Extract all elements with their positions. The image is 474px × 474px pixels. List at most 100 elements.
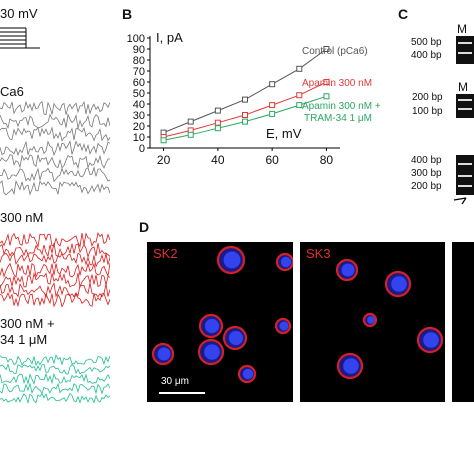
trace-line (0, 100, 110, 116)
cell-nucleus (367, 316, 375, 324)
trace-line (0, 354, 110, 367)
sk3-label: SK3 (306, 246, 331, 261)
data-point (160, 137, 167, 144)
gel2-label-100: 100 bp (412, 106, 443, 117)
y-tick-label: 100 (127, 33, 145, 45)
x-tick-label: 40 (211, 153, 225, 167)
trace-line (0, 252, 110, 268)
data-point (242, 118, 248, 125)
panel-c-letter: C (398, 6, 409, 22)
panel-b-letter: B (122, 6, 133, 22)
trace-line (0, 126, 110, 142)
gel3-image (456, 155, 474, 195)
x-tick-label: 60 (265, 153, 279, 167)
trace-label-apamin: 300 nM (0, 210, 44, 225)
sk3-micrograph: SK3 (300, 242, 445, 402)
trace-line (0, 232, 110, 249)
gel3-lane-marker (453, 197, 467, 205)
cell-nucleus (341, 263, 355, 277)
cell-nucleus (279, 321, 289, 331)
stimulus-label: 30 mV (0, 6, 38, 21)
scalebar-label: 30 μm (161, 376, 189, 387)
data-point (187, 118, 194, 125)
y-tick-label: 90 (133, 44, 145, 56)
gel1-lane-m: M (457, 22, 467, 36)
gel2-lane-m: M (458, 80, 468, 94)
x-axis-label: E, mV (266, 126, 302, 141)
data-point (187, 131, 194, 138)
trace-group-apamin (0, 232, 110, 308)
y-tick-label: 10 (133, 132, 145, 144)
y-tick-label: 20 (133, 121, 145, 133)
trace-group-tram (0, 354, 110, 405)
series-label: Control (pCa6) (302, 46, 368, 57)
y-tick-label: 30 (133, 110, 145, 122)
data-point (296, 102, 303, 109)
cell-nucleus (280, 256, 292, 268)
trace-line (0, 262, 110, 279)
data-point (296, 65, 303, 72)
gel3-label-300: 300 bp (411, 168, 442, 179)
data-point (323, 79, 330, 85)
gel1-label-500: 500 bp (411, 37, 442, 48)
gel3-label-200: 200 bp (411, 181, 442, 192)
trace-line (0, 139, 110, 157)
trace-line (0, 392, 110, 405)
gel2-image (456, 94, 474, 118)
data-point (296, 92, 303, 99)
data-point (269, 110, 276, 117)
data-point (269, 81, 276, 88)
trace-line (0, 282, 110, 298)
trace-line (0, 180, 110, 196)
data-point (214, 125, 221, 132)
trace-label-control: Ca6 (0, 84, 24, 99)
data-point (242, 112, 248, 118)
scalebar (159, 392, 205, 394)
trace-line (0, 272, 110, 289)
trace-line (0, 243, 110, 259)
trace-line (0, 363, 110, 375)
gel1-image (456, 36, 474, 64)
y-tick-label: 60 (133, 77, 145, 89)
trace-line (0, 166, 110, 183)
data-point (242, 96, 248, 103)
cell-nucleus (242, 368, 254, 380)
series-label: Apamin 300 nM + (302, 101, 381, 112)
y-axis-label: I, pA (156, 30, 183, 45)
sk2-label: SK2 (153, 246, 178, 261)
cell-nucleus (204, 318, 220, 334)
gel3-label-400: 400 bp (411, 155, 442, 166)
gel1-label-400: 400 bp (411, 50, 442, 61)
cell-nucleus (228, 330, 244, 346)
data-point (323, 46, 330, 52)
sk2-micrograph: SK2 30 μm (147, 242, 293, 402)
sk2-cells (151, 245, 293, 384)
trace-label-tram: 300 nM + (0, 316, 55, 331)
series-label-line2: TRAM-34 1 μM (304, 113, 372, 124)
panel-d-letter: D (139, 219, 150, 235)
cell-nucleus (223, 251, 241, 269)
y-tick-label: 80 (133, 55, 145, 67)
series-label: Apamin 300 nM (302, 78, 372, 89)
x-tick-label: 80 (320, 153, 334, 167)
gel2-label-200: 200 bp (412, 92, 443, 103)
y-tick-label: 70 (133, 66, 145, 78)
y-tick-label: 0 (139, 143, 145, 155)
trace-line (0, 112, 110, 129)
trace-line (0, 292, 110, 308)
x-tick-label: 20 (157, 153, 171, 167)
sk3-cells (335, 258, 444, 380)
third-micrograph (452, 242, 474, 402)
data-point (323, 93, 330, 100)
trace-label-tram-2: 34 1 μM (0, 332, 48, 347)
cell-nucleus (423, 332, 439, 348)
trace-line (0, 154, 110, 170)
trace-line (0, 372, 110, 386)
data-point (214, 119, 221, 126)
cell-nucleus (391, 276, 407, 292)
cell-nucleus (343, 358, 359, 374)
stimulus-protocol (0, 27, 40, 49)
cell-nucleus (157, 347, 171, 361)
y-tick-label: 40 (133, 99, 145, 111)
